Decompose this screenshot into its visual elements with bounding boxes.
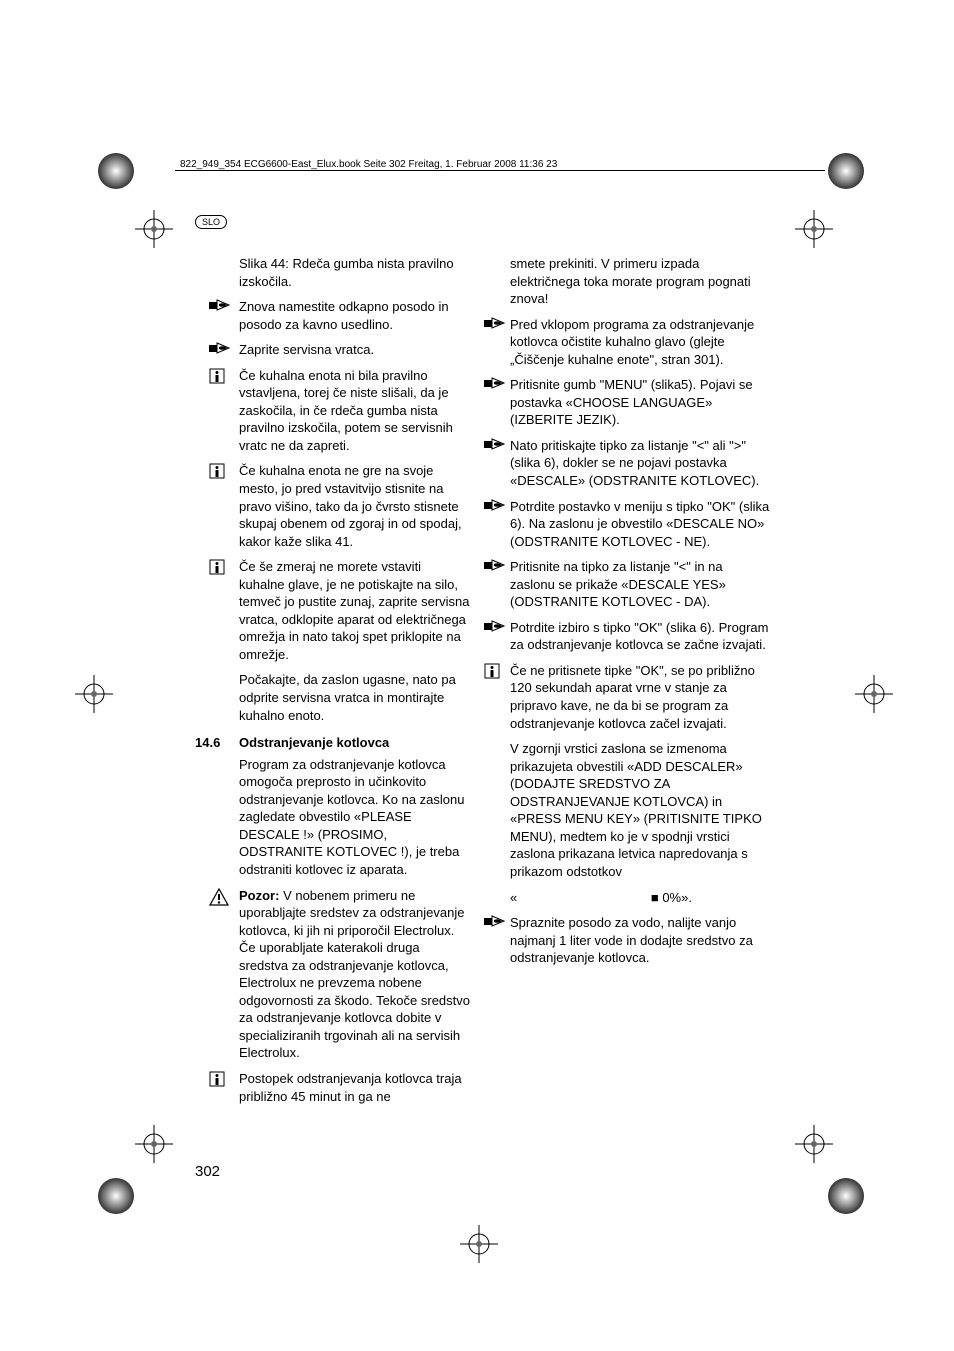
crop-mark bbox=[855, 675, 893, 713]
registration-mark-br bbox=[825, 1175, 867, 1217]
right-column: smete prekiniti. V primeru izpada elektr… bbox=[490, 255, 770, 975]
hand-icon bbox=[484, 915, 506, 931]
body-text: Pred vklopom programa za odstranjevanje … bbox=[510, 316, 770, 369]
body-text: Pozor: V nobenem primeru ne uporabljajte… bbox=[239, 887, 470, 1062]
info-icon bbox=[209, 1071, 231, 1087]
body-text: Znova namestite odkapno posodo in posodo… bbox=[239, 298, 470, 333]
body-text: « ■ 0%». bbox=[510, 889, 770, 907]
body-text: Če kuhalna enota ni bila pravilno vstavl… bbox=[239, 367, 470, 455]
hand-icon bbox=[484, 620, 506, 636]
body-text: Program za odstranjevanje kotlovca omogo… bbox=[239, 756, 470, 879]
body-text: Nato pritiskajte tipko za listanje "<" a… bbox=[510, 437, 770, 490]
hand-icon bbox=[484, 317, 506, 333]
hand-icon bbox=[484, 559, 506, 575]
body-text: Postopek odstranjevanja kotlovca traja p… bbox=[239, 1070, 470, 1105]
language-badge: SLO bbox=[195, 215, 227, 229]
body-text: Če še zmeraj ne morete vstaviti kuhalne … bbox=[239, 558, 470, 663]
warning-label: Pozor: bbox=[239, 888, 279, 903]
crop-mark bbox=[75, 675, 113, 713]
crop-mark bbox=[795, 210, 833, 248]
body-text: Pritisnite gumb "MENU" (slika5). Pojavi … bbox=[510, 376, 770, 429]
registration-mark-tr bbox=[825, 150, 867, 192]
crop-mark bbox=[795, 1125, 833, 1163]
header-rule bbox=[175, 170, 825, 171]
section-title: Odstranjevanje kotlovca bbox=[239, 734, 389, 752]
body-text: Potrdite postavko v meniju s tipko "OK" … bbox=[510, 498, 770, 551]
crop-mark bbox=[135, 210, 173, 248]
body-text: Zaprite servisna vratca. bbox=[239, 341, 470, 359]
info-icon bbox=[484, 663, 506, 679]
body-text: Počakajte, da zaslon ugasne, nato pa odp… bbox=[239, 671, 470, 724]
left-column: Slika 44: Rdeča gumba nista pravilno izs… bbox=[195, 255, 470, 1113]
body-text: Če ne pritisnete tipke "OK", se po pribl… bbox=[510, 662, 770, 732]
body-text: smete prekiniti. V primeru izpada elektr… bbox=[510, 255, 770, 308]
body-text: V zgornji vrstici zaslona se izmenoma pr… bbox=[510, 740, 770, 880]
body-text: Pritisnite na tipko za listanje "<" in n… bbox=[510, 558, 770, 611]
body-text: Če kuhalna enota ne gre na svoje mesto, … bbox=[239, 462, 470, 550]
body-text: Slika 44: Rdeča gumba nista pravilno izs… bbox=[239, 255, 470, 290]
header-text: 822_949_354 ECG6600-East_Elux.book Seite… bbox=[180, 159, 557, 170]
hand-icon bbox=[209, 342, 231, 358]
registration-mark-tl bbox=[95, 150, 137, 192]
registration-mark-bl bbox=[95, 1175, 137, 1217]
body-text: Spraznite posodo za vodo, nalijte vanjo … bbox=[510, 914, 770, 967]
info-icon bbox=[209, 463, 231, 479]
hand-icon bbox=[484, 499, 506, 515]
crop-mark bbox=[460, 1225, 498, 1263]
hand-icon bbox=[209, 299, 231, 315]
info-icon bbox=[209, 368, 231, 384]
page-number: 302 bbox=[195, 1163, 220, 1180]
warning-icon bbox=[209, 888, 231, 904]
section-header: 14.6 Odstranjevanje kotlovca bbox=[195, 734, 470, 752]
body-text: Potrdite izbiro s tipko "OK" (slika 6). … bbox=[510, 619, 770, 654]
hand-icon bbox=[484, 438, 506, 454]
info-icon bbox=[209, 559, 231, 575]
hand-icon bbox=[484, 377, 506, 393]
crop-mark bbox=[135, 1125, 173, 1163]
section-number: 14.6 bbox=[195, 734, 239, 752]
